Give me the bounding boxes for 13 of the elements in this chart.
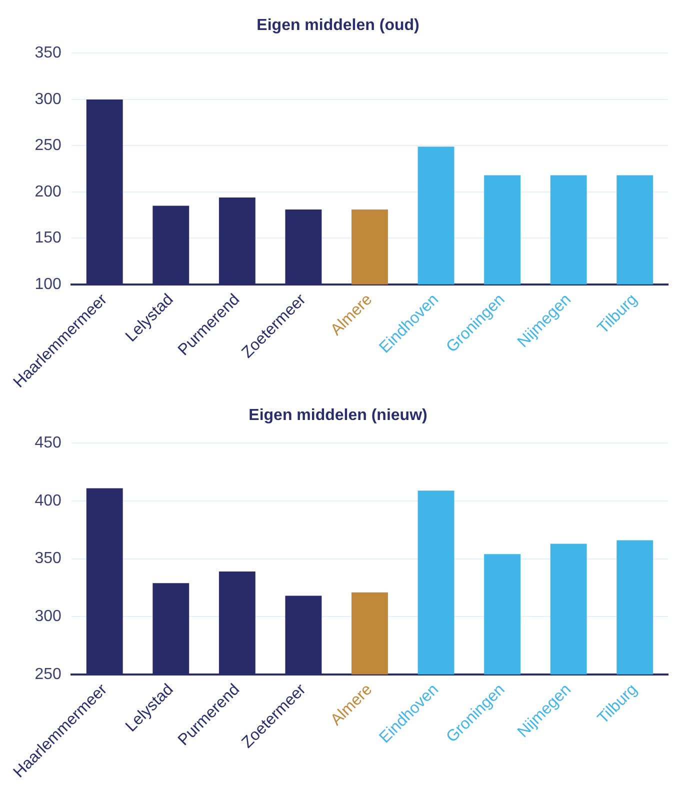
y-tick-label: 250: [34, 137, 62, 154]
y-tick-label: 200: [34, 183, 62, 200]
chart-title: Eigen middelen (oud): [256, 17, 420, 34]
y-tick-label: 150: [34, 230, 62, 247]
y-tick-label: 300: [34, 608, 62, 626]
y-tick-label: 450: [34, 434, 62, 452]
y-tick-label: 250: [34, 666, 62, 683]
y-tick-label: 400: [34, 492, 62, 510]
y-tick-label: 100: [34, 276, 62, 293]
y-tick-label: 350: [34, 550, 62, 568]
y-tick-label: 300: [34, 90, 62, 108]
y-tick-label: 350: [34, 44, 62, 62]
chart-title: Eigen middelen (nieuw): [248, 407, 428, 424]
